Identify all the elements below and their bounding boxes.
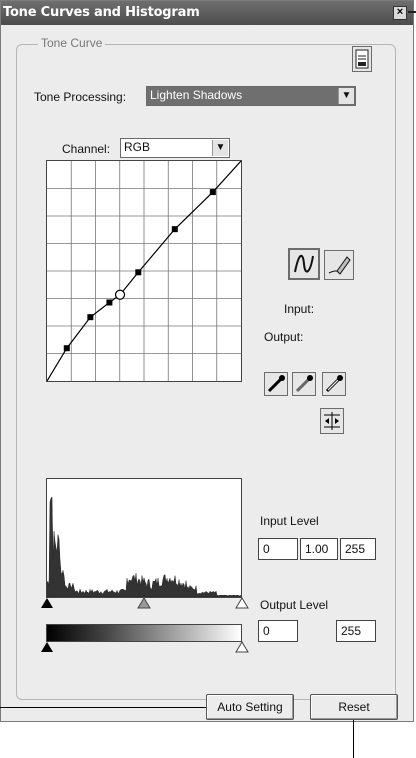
freehand-pencil-icon[interactable] xyxy=(324,250,354,280)
smooth-curve-icon[interactable] xyxy=(288,248,320,280)
histogram-area xyxy=(46,496,242,598)
histogram-graph xyxy=(46,478,242,598)
curve-control-point xyxy=(171,226,178,233)
output-label: Output: xyxy=(264,330,304,344)
tone-processing-select[interactable]: Lighten Shadows ▼ xyxy=(146,86,356,106)
curve-control-point xyxy=(87,314,94,321)
gray-point-eyedropper-icon[interactable] xyxy=(292,372,316,396)
callout-line-reset xyxy=(353,720,354,758)
histogram-plot xyxy=(46,496,242,598)
output-level-slider[interactable] xyxy=(40,640,252,654)
output-white-field[interactable]: 255 xyxy=(336,620,376,642)
input-level-slider[interactable] xyxy=(40,596,252,610)
channel-select[interactable]: RGB ▼ xyxy=(120,138,230,158)
tone-processing-value: Lighten Shadows xyxy=(150,88,243,102)
curve-control-point xyxy=(106,299,113,306)
input-white-point-handle xyxy=(235,597,249,609)
input-gamma-field[interactable]: 1.00 xyxy=(300,538,338,560)
input-gamma-handle xyxy=(137,597,151,609)
reset-button[interactable]: Reset xyxy=(310,694,398,720)
tone-curve-graph[interactable] xyxy=(46,160,242,382)
curve-control-point xyxy=(63,345,70,352)
input-black-field[interactable]: 0 xyxy=(258,538,298,560)
callout-line-auto-setting xyxy=(0,707,206,708)
chevron-down-icon[interactable]: ▼ xyxy=(338,88,354,104)
levels-tool-icon[interactable] xyxy=(320,408,344,434)
tone-curve-plot[interactable] xyxy=(46,160,242,382)
auto-setting-button[interactable]: Auto Setting xyxy=(206,694,294,720)
output-black-field[interactable]: 0 xyxy=(258,620,298,642)
output-gradient-bar xyxy=(46,624,242,642)
channel-value: RGB xyxy=(124,140,151,154)
chevron-down-icon[interactable]: ▼ xyxy=(212,140,228,156)
channel-label: Channel: xyxy=(62,142,111,156)
window-title: Tone Curves and Histogram xyxy=(3,5,200,20)
title-bar: Tone Curves and Histogram × xyxy=(1,1,413,25)
input-level-label: Input Level xyxy=(260,514,319,528)
curve-control-point xyxy=(135,269,142,276)
input-black-point-handle xyxy=(41,598,53,608)
tone-curve-group-label: Tone Curve xyxy=(38,36,106,50)
input-white-field[interactable]: 255 xyxy=(340,538,376,560)
close-button[interactable]: × xyxy=(393,6,407,20)
output-level-label: Output Level xyxy=(260,598,329,612)
output-white-point-handle xyxy=(235,641,249,653)
selected-curve-point xyxy=(114,289,126,300)
input-label: Input: xyxy=(284,302,315,316)
curve-control-point xyxy=(209,189,216,196)
tone-processing-label: Tone Processing: xyxy=(34,90,127,104)
output-black-point-handle xyxy=(41,642,53,652)
white-point-eyedropper-icon[interactable] xyxy=(322,372,346,396)
save-curve-icon[interactable] xyxy=(352,46,372,72)
menu-icon[interactable] xyxy=(408,11,416,13)
black-point-eyedropper-icon[interactable] xyxy=(264,372,288,396)
